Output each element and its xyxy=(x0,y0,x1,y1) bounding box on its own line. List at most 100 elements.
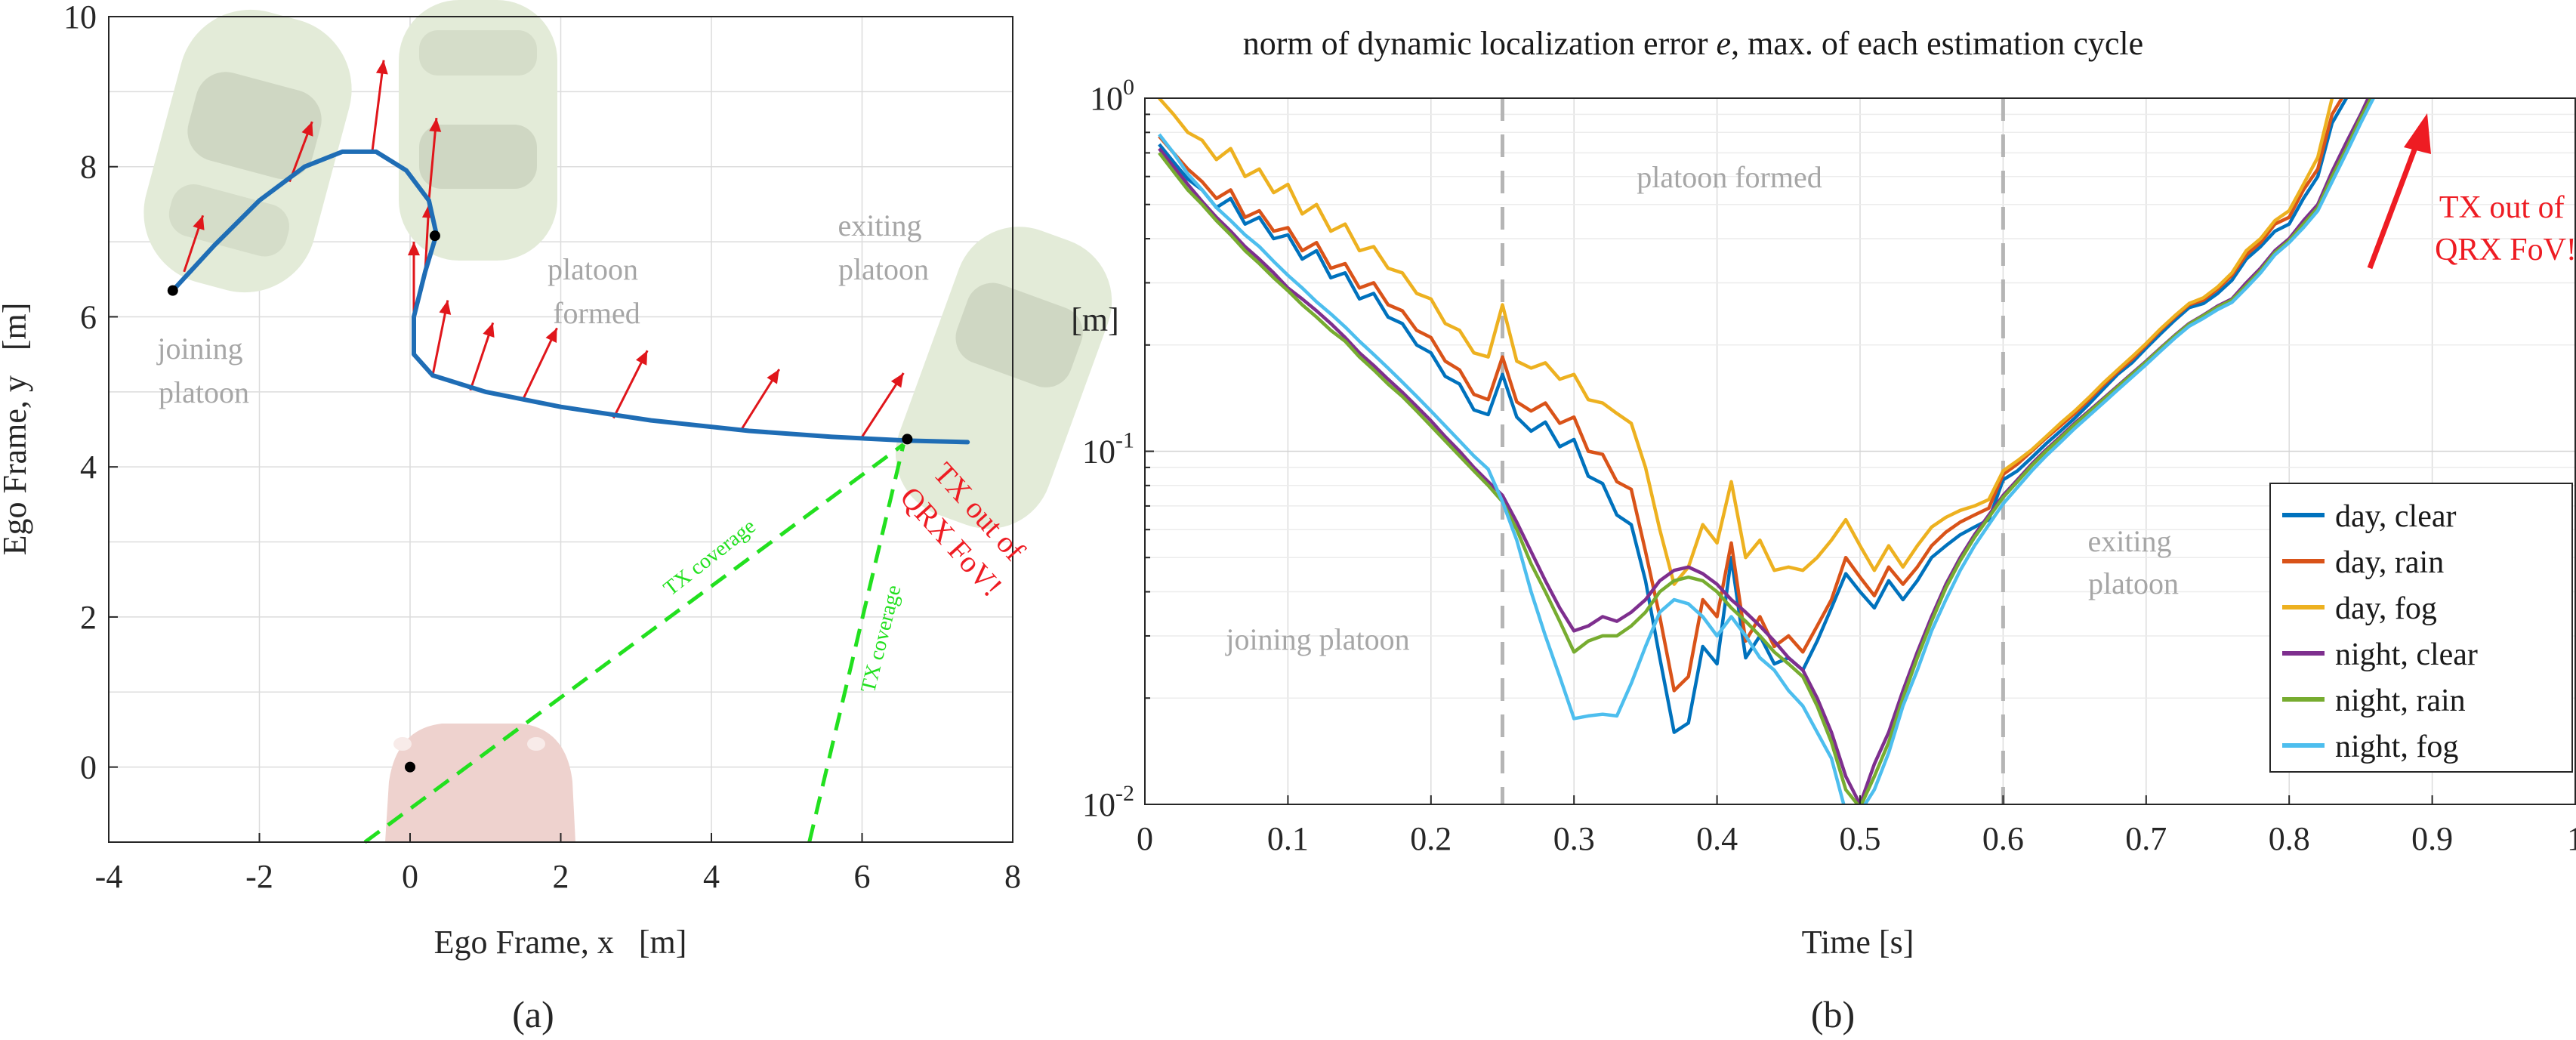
legend-entry-label: night, clear xyxy=(2335,637,2478,672)
x-tick-label: 0.3 xyxy=(1553,820,1595,857)
heading-arrowhead xyxy=(301,122,313,137)
y-tick-label: 10-1 xyxy=(1082,428,1134,471)
region-label-joining: joining platoon xyxy=(156,332,250,409)
region-label-joining-line2: platoon xyxy=(159,375,249,409)
panel-b: joining platoon platoon formed exiting p… xyxy=(1071,25,2576,1035)
ego-car-icon xyxy=(385,724,575,842)
series-line xyxy=(1158,98,2376,804)
phase-lines xyxy=(1501,98,2005,804)
heading-arrowhead xyxy=(890,372,904,388)
x-tick-label: 0.8 xyxy=(2269,820,2310,857)
heading-arrow xyxy=(427,118,438,201)
y-tick-label: 10 xyxy=(63,0,97,35)
legend-entry-label: night, fog xyxy=(2335,730,2458,764)
panel-b-xticks: 0 0.1 0.2 0.3 0.4 0.5 0.6 0.7 0.8 0.9 1 xyxy=(1137,795,2576,857)
x-tick-label: 0 xyxy=(1137,820,1153,857)
x-tick-label: -2 xyxy=(245,858,273,895)
position-marker xyxy=(405,761,415,773)
x-tick-label: 4 xyxy=(703,858,720,895)
alert-label-b-line1: TX out of xyxy=(2439,190,2565,225)
panel-b-title-part1: norm of dynamic localization error xyxy=(1243,25,1717,62)
position-marker xyxy=(167,285,178,296)
x-tick-label: 2 xyxy=(553,858,569,895)
panel-b-title-italic: e xyxy=(1717,25,1732,62)
x-tick-label: 0.2 xyxy=(1410,820,1452,857)
series-line xyxy=(1158,98,2349,734)
region-label-exiting-line1: exiting xyxy=(838,208,921,242)
region-label-formed: platoon formed xyxy=(548,252,646,330)
series-line xyxy=(1158,98,2334,586)
heading-arrowhead xyxy=(407,242,420,256)
y-tick-label-exponent: 0 xyxy=(1123,75,1134,100)
coverage-line xyxy=(807,443,905,843)
exiting-car-icon xyxy=(895,227,1112,529)
x-tick-label: 1 xyxy=(2567,820,2576,857)
panel-a-label: (a) xyxy=(512,993,554,1035)
heading-arrowhead xyxy=(375,60,388,75)
legend-entry-label: day, rain xyxy=(2335,545,2444,580)
coverage-line xyxy=(363,443,905,844)
trajectory-line xyxy=(170,149,970,445)
position-marker xyxy=(902,434,913,445)
x-tick-label: 6 xyxy=(854,858,871,895)
x-tick-label: 0.4 xyxy=(1696,820,1738,857)
heading-arrow xyxy=(371,60,385,151)
phase-label-exiting: exiting platoon xyxy=(2087,524,2179,600)
x-tick-label: -4 xyxy=(95,858,123,895)
y-tick-label: 8 xyxy=(80,149,97,186)
region-label-joining-line1: joining xyxy=(156,332,242,366)
alert-label-b-line2: QRX FoV! xyxy=(2435,233,2576,267)
legend-entry-label: day, fog xyxy=(2335,591,2437,626)
x-tick-label: 0.1 xyxy=(1267,820,1309,857)
phase-label-formed: platoon formed xyxy=(1637,160,1822,194)
heading-arrows xyxy=(183,60,905,438)
panel-b-ylabel: [m] xyxy=(1071,301,1119,338)
y-tick-label: 2 xyxy=(80,599,97,636)
series-lines xyxy=(1158,98,2376,804)
alert-arrow-b xyxy=(2367,138,2421,270)
x-tick-label: 0.9 xyxy=(2411,820,2453,857)
heading-arrowhead xyxy=(429,118,442,132)
y-tick-label-exponent: -2 xyxy=(1115,781,1134,806)
alert-label-b: TX out of QRX FoV! xyxy=(2435,190,2576,267)
phase-label-exiting-line1: exiting xyxy=(2087,524,2171,558)
panel-a-xticks: -4 -2 0 2 4 6 8 xyxy=(95,833,1021,895)
heading-arrowhead xyxy=(635,350,648,366)
region-label-exiting-line2: platoon xyxy=(838,252,929,286)
panel-b-title-part3: , max. of each estimation cycle xyxy=(1731,25,2143,62)
leading-car-center-icon xyxy=(399,0,557,261)
x-tick-label: 0.7 xyxy=(2125,820,2167,857)
position-markers xyxy=(167,230,913,773)
phase-label-exiting-line2: platoon xyxy=(2088,566,2179,600)
heading-arrowhead xyxy=(193,215,205,230)
panel-a-ylabel: Ego Frame, y [m] xyxy=(0,303,33,556)
panel-b-title: norm of dynamic localization error e, ma… xyxy=(1243,25,2143,62)
region-label-formed-line2: formed xyxy=(553,296,640,330)
panel-b-label: (b) xyxy=(1811,993,1855,1035)
y-tick-label: 6 xyxy=(80,298,97,335)
panel-a-yticks: 0 2 4 6 8 10 xyxy=(63,0,118,786)
legend-entry-label: day, clear xyxy=(2335,499,2457,534)
legend: day, clear day, rain day, fog night, clear n… xyxy=(2269,483,2573,773)
heading-arrowhead xyxy=(439,300,452,315)
heading-arrowhead xyxy=(545,328,557,344)
heading-arrowhead xyxy=(483,322,495,338)
y-tick-label: 0 xyxy=(80,749,97,786)
x-tick-label: 0.6 xyxy=(1982,820,2024,857)
x-tick-label: 8 xyxy=(1004,858,1021,895)
x-tick-label: 0 xyxy=(402,858,418,895)
y-tick-label-exponent: -1 xyxy=(1115,428,1134,453)
legend-box xyxy=(2269,483,2573,773)
legend-entry-label: night, rain xyxy=(2335,684,2466,718)
panel-a-xlabel: Ego Frame, x [m] xyxy=(434,924,687,961)
position-marker xyxy=(429,230,440,242)
x-tick-label: 0.5 xyxy=(1840,820,1881,857)
y-tick-label: 4 xyxy=(80,449,97,486)
heading-arrowhead xyxy=(767,369,779,384)
coverage-lines xyxy=(363,443,905,844)
region-label-formed-line1: platoon xyxy=(548,252,638,286)
phase-label-joining: joining platoon xyxy=(1224,622,1409,656)
alert-arrowhead-b xyxy=(2404,113,2431,154)
region-label-exiting: exiting platoon xyxy=(838,208,929,286)
